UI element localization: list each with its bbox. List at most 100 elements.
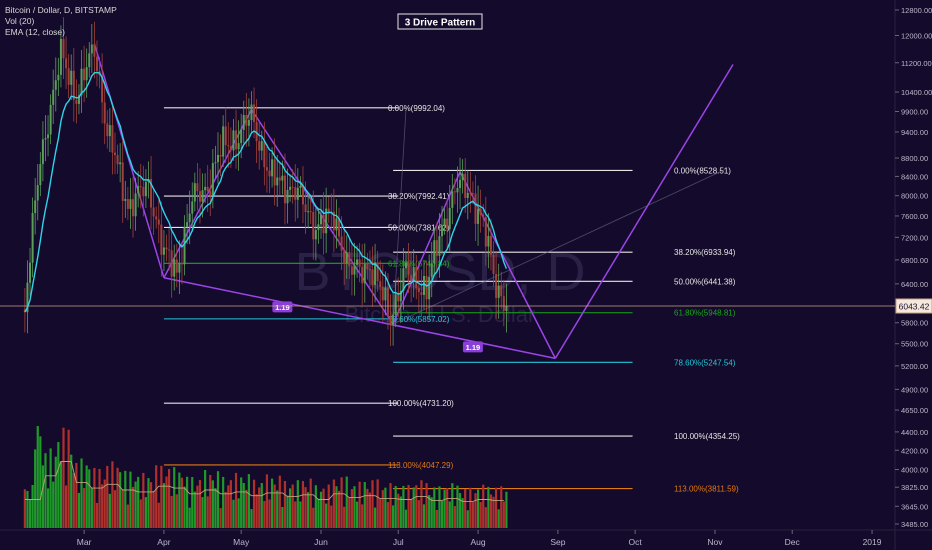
volume-bar (232, 499, 235, 528)
volume-bar (36, 426, 39, 528)
volume-bar (469, 487, 472, 528)
volume-bar (191, 477, 194, 528)
candle-body (165, 247, 168, 250)
volume-bar (368, 492, 372, 528)
candle-body (142, 187, 145, 197)
volume-bar (428, 495, 431, 528)
volume-bar (77, 492, 81, 528)
candle-body (103, 102, 106, 124)
candle-body (93, 44, 96, 57)
fib-label: 38.20%(6933.94) (674, 248, 736, 257)
candle-body (211, 163, 214, 196)
candle-body (162, 247, 165, 255)
volume-bar (49, 448, 52, 528)
volume-bar (281, 506, 284, 528)
volume-bar (196, 485, 199, 528)
volume-bar (497, 509, 500, 528)
y-tick-label: 8400.00 (901, 172, 928, 181)
candle-body (417, 288, 420, 293)
volume-bar (438, 486, 441, 528)
volume-bar (124, 470, 127, 528)
pattern-line (93, 43, 165, 278)
volume-bar (410, 499, 413, 528)
candle-body (497, 285, 500, 298)
volume-bar (155, 465, 158, 528)
volume-bar (250, 509, 253, 528)
y-tick-label: 8000.00 (901, 192, 928, 201)
x-tick-label: Dec (785, 537, 801, 547)
candle-body (286, 189, 289, 204)
volume-bar (335, 486, 338, 528)
candle-body (72, 70, 75, 100)
volume-bar (224, 491, 227, 528)
candle-body (500, 285, 503, 297)
volume-bar (116, 467, 119, 528)
candle-body (428, 276, 431, 300)
candle-body (358, 259, 361, 267)
candle-body (502, 296, 505, 311)
candle-body (399, 290, 402, 302)
candle-body (152, 207, 155, 217)
candle-body (137, 186, 140, 194)
volume-bar (90, 487, 93, 528)
volume-bar (458, 493, 462, 528)
volume-bar (296, 480, 299, 528)
volume-bar (358, 481, 361, 528)
candle-body (435, 240, 438, 256)
volume-bar (204, 470, 207, 528)
volume-bar (157, 502, 160, 528)
volume-bar (461, 498, 464, 528)
volume-bar (446, 488, 449, 528)
candle-body (52, 89, 55, 105)
x-tick-label: Sep (550, 537, 565, 547)
pattern-line (250, 109, 394, 325)
candle-body (77, 95, 80, 104)
candle-body (386, 287, 389, 317)
volume-bar (227, 485, 230, 528)
volume-bar (193, 491, 196, 528)
volume-bar (384, 487, 387, 528)
candle-body (198, 191, 201, 202)
y-tick-label: 4000.00 (901, 466, 928, 475)
volume-bar (366, 488, 369, 528)
candle-body (392, 314, 395, 326)
candle-body (119, 162, 122, 165)
candle-body (75, 99, 78, 104)
volume-bar (101, 484, 104, 528)
time-axis[interactable]: Mar Apr May Jun Jul Aug Sep Oct Nov Dec 2019 (77, 530, 882, 547)
volume-bar (278, 475, 281, 528)
volume-bar (350, 489, 353, 528)
volume-bar (440, 500, 444, 528)
volume-bar (476, 489, 480, 528)
volume-bar (165, 476, 168, 528)
volume-bar (312, 507, 315, 528)
price-axis[interactable]: 12800.00 12000.00 11200.00 10400.00 9900.00 9… (895, 6, 932, 529)
volume-bar (283, 481, 287, 528)
y-tick-label: 4400.00 (901, 428, 928, 437)
volume-bar (456, 485, 459, 528)
candle-body (291, 186, 294, 188)
candle-body (124, 199, 127, 201)
volume-bar (415, 485, 418, 528)
volume-bar (229, 480, 232, 528)
ema-label: EMA (12, close) (5, 27, 65, 37)
candle-body (258, 141, 261, 151)
candle-body (492, 254, 495, 274)
candle-body (250, 104, 253, 121)
candle-body (253, 104, 256, 123)
volume-bar (325, 503, 328, 528)
volume-bar (327, 484, 330, 528)
candle-body (247, 120, 250, 126)
lows-trendline (163, 276, 556, 360)
volume-bar (301, 481, 305, 528)
volume-bar (178, 472, 181, 528)
volume-bar (26, 490, 29, 528)
candle-body (348, 252, 351, 267)
volume-bar (54, 456, 57, 528)
volume-bar (170, 495, 173, 528)
candle-body (101, 75, 104, 103)
candle-body (350, 266, 353, 275)
candle-body (41, 139, 44, 165)
volume-bar (258, 487, 261, 528)
